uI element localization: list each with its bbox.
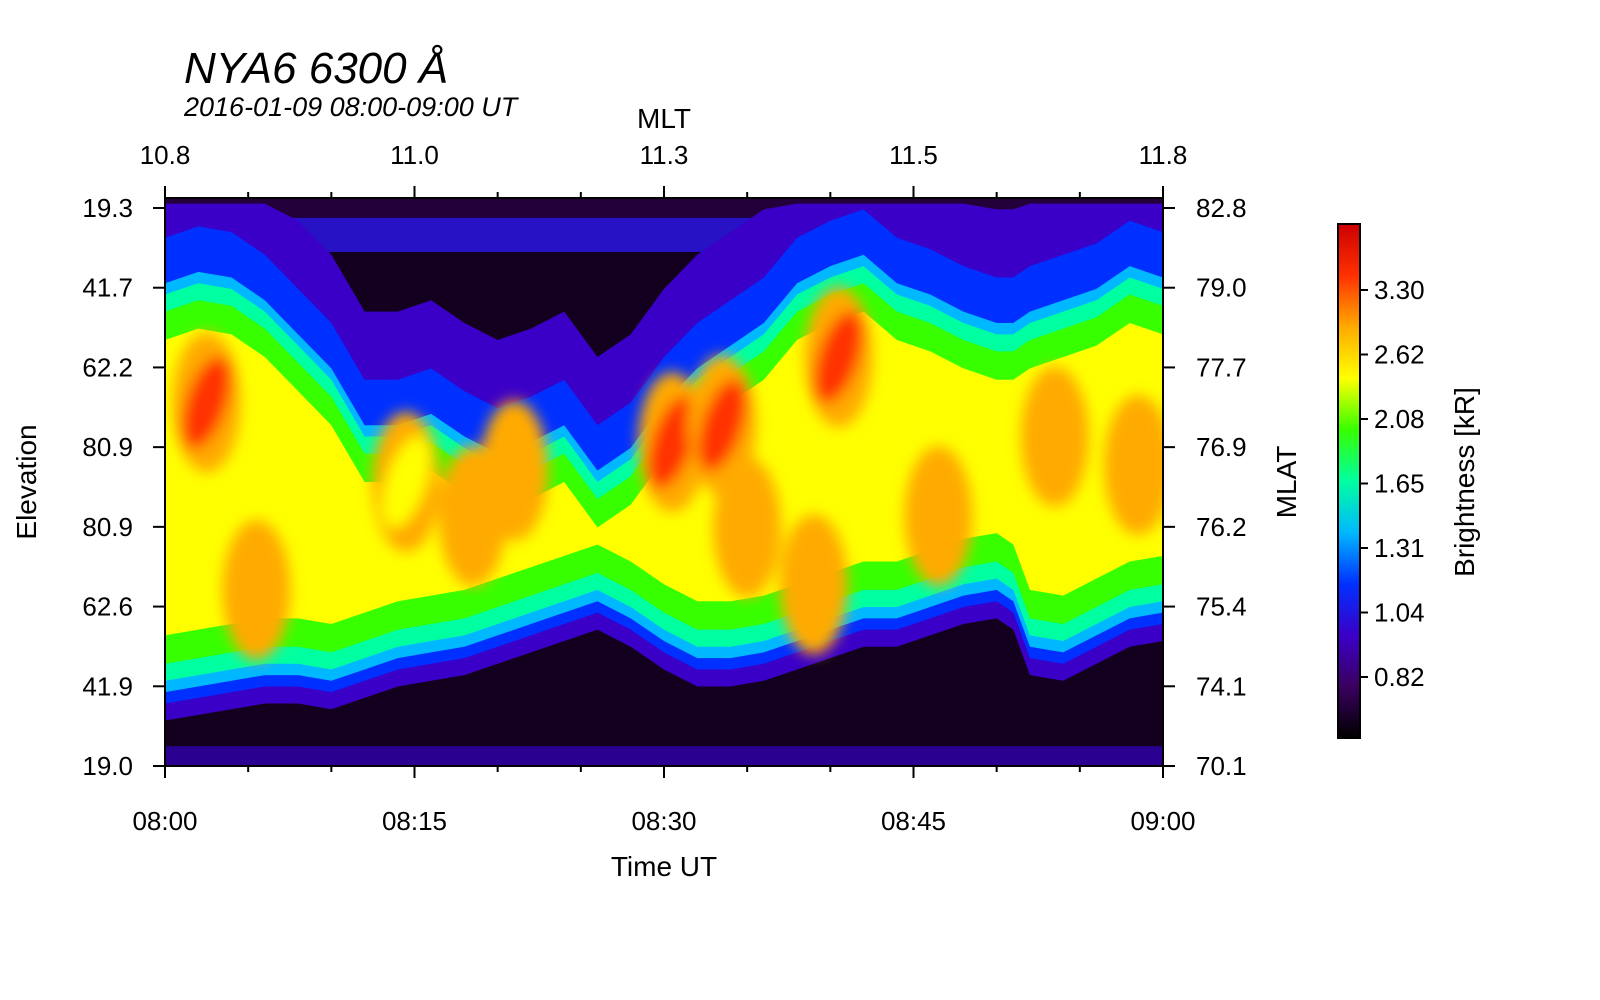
bright-patches [172,287,1163,660]
x-top-tick-label: 11.3 [640,140,689,170]
patch-core-12 [1113,418,1163,512]
y-tick-label: 80.9 [82,512,133,542]
patch-core-1 [232,543,281,636]
y-right-tick-label: 79.0 [1196,273,1247,303]
colorbar-tick-label: 1.65 [1374,469,1425,499]
y-tick-label: 19.3 [82,193,133,223]
mlt-axis-label: MLT [637,103,691,134]
y-tick-label: 19.0 [82,751,133,781]
bottom-purple-strip [165,746,1163,766]
time-axis-label: Time UT [611,851,717,882]
patch-core-5 [648,396,697,489]
mlat-axis-label: MLAT [1271,446,1302,519]
colorbar [1337,223,1361,739]
y-right-tick-label: 70.1 [1196,751,1247,781]
x-top-tick-label: 10.8 [140,140,191,170]
chart-subtitle: 2016-01-09 08:00-09:00 UT [184,92,518,122]
colorbar-tick-label: 2.62 [1374,340,1425,370]
y-right-tick-label: 74.1 [1196,671,1247,701]
x-tick-label: 08:45 [881,806,946,836]
y-tick-label: 80.9 [82,432,133,462]
patch-core-8 [814,310,863,404]
y-tick-label: 41.7 [82,273,133,303]
patch-core-11 [1030,390,1080,483]
colorbar-tick-label: 1.31 [1374,533,1425,563]
colorbar-label: Brightness [kR] [1449,387,1480,577]
patch-core-7 [723,481,772,574]
x-tick-label: 08:00 [132,806,197,836]
colorbar-tick-label: 0.82 [1374,662,1425,692]
x-tick-label: 08:30 [631,806,696,836]
patch-core-9 [789,538,838,631]
keogram-image [165,198,1163,766]
x-top-tick-label: 11.0 [390,140,439,170]
x-top-tick-label: 11.5 [889,140,938,170]
y-right-tick-label: 76.2 [1196,512,1247,542]
colorbar-tick-label: 2.08 [1374,404,1425,434]
patch-core-0 [182,356,231,449]
y-right-tick-label: 75.4 [1196,592,1247,622]
x-top-tick-label: 11.8 [1139,140,1188,170]
elevation-axis-label: Elevation [11,424,42,539]
patch-core-10 [914,470,963,563]
chart-title: NYA6 6300 Å [184,44,449,93]
colorbar-tick-label: 1.04 [1374,598,1425,628]
patch-core-6 [698,379,747,472]
y-right-tick-label: 76.9 [1196,432,1247,462]
y-tick-label: 62.2 [82,352,133,382]
patch-core-2 [382,435,431,529]
x-tick-label: 08:15 [382,806,447,836]
y-right-tick-label: 82.8 [1196,193,1247,223]
y-tick-label: 62.6 [82,592,133,622]
y-right-tick-label: 77.7 [1196,352,1247,382]
x-tick-label: 09:00 [1130,806,1195,836]
colorbar-tick-label: 3.30 [1374,275,1425,305]
y-tick-label: 41.9 [82,671,133,701]
patch-core-4 [490,424,539,517]
